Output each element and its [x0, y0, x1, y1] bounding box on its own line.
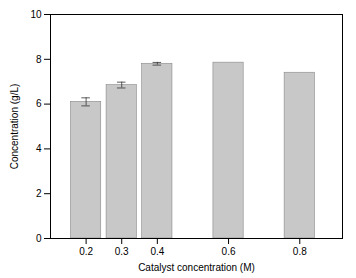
- svg-text:4: 4: [36, 143, 42, 154]
- svg-text:0: 0: [36, 233, 42, 244]
- svg-text:0.3: 0.3: [115, 246, 129, 257]
- svg-text:Catalyst concentration (M): Catalyst concentration (M): [138, 262, 255, 273]
- svg-text:2: 2: [36, 188, 42, 199]
- svg-text:8: 8: [36, 54, 42, 65]
- svg-text:10: 10: [30, 9, 42, 20]
- svg-text:Concentration (g/L): Concentration (g/L): [9, 84, 20, 170]
- svg-text:0.4: 0.4: [150, 246, 164, 257]
- svg-text:6: 6: [36, 98, 42, 109]
- svg-text:0.8: 0.8: [293, 246, 307, 257]
- svg-text:0.6: 0.6: [222, 246, 236, 257]
- svg-text:0.2: 0.2: [79, 246, 93, 257]
